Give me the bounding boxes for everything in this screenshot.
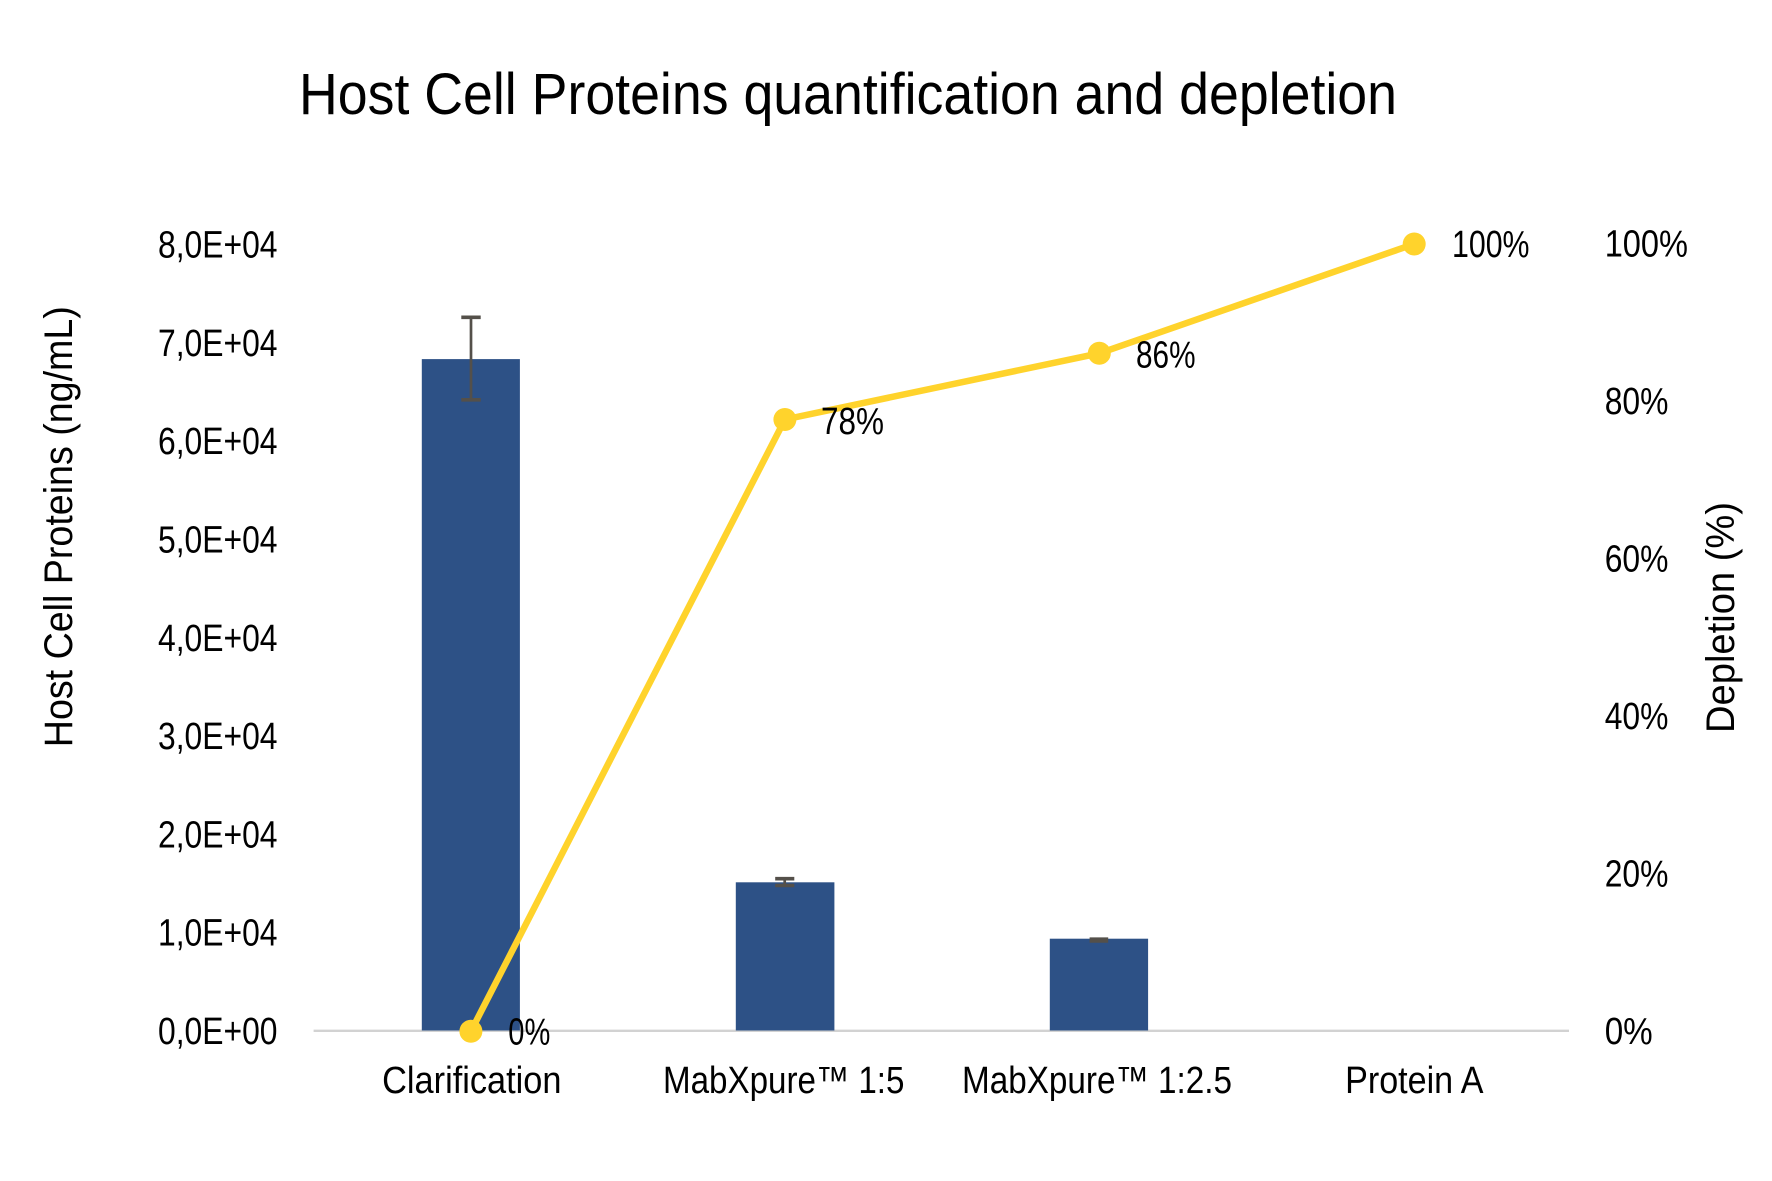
svg-text:78%: 78% [821,401,884,443]
svg-text:6,0E+04: 6,0E+04 [158,421,278,463]
svg-text:7,0E+04: 7,0E+04 [158,323,278,365]
svg-text:Host Cell Proteins quantificat: Host Cell Proteins quantification and de… [299,62,1397,127]
svg-text:0%: 0% [1605,1011,1653,1053]
svg-text:20%: 20% [1605,854,1669,896]
svg-text:MabXpure™ 1:2.5: MabXpure™ 1:2.5 [962,1060,1232,1102]
svg-text:0%: 0% [508,1012,550,1054]
svg-text:86%: 86% [1136,335,1196,377]
svg-text:100%: 100% [1452,224,1530,266]
svg-text:0,0E+00: 0,0E+00 [158,1011,278,1053]
svg-text:Protein A: Protein A [1345,1060,1484,1102]
svg-text:40%: 40% [1605,696,1669,738]
svg-text:Host Cell Proteins (ng/mL): Host Cell Proteins (ng/mL) [37,306,81,747]
svg-text:100%: 100% [1605,224,1688,266]
svg-text:60%: 60% [1605,539,1669,581]
svg-text:3,0E+04: 3,0E+04 [158,716,278,758]
svg-text:4,0E+04: 4,0E+04 [158,618,278,660]
svg-text:80%: 80% [1605,381,1669,423]
svg-text:2,0E+04: 2,0E+04 [158,814,278,856]
svg-text:MabXpure™ 1:5: MabXpure™ 1:5 [663,1060,905,1102]
svg-text:Clarification: Clarification [382,1060,561,1102]
svg-text:8,0E+04: 8,0E+04 [158,225,278,267]
svg-text:5,0E+04: 5,0E+04 [158,520,278,562]
svg-text:Depletion (%): Depletion (%) [1699,502,1743,733]
svg-text:1,0E+04: 1,0E+04 [158,913,278,955]
